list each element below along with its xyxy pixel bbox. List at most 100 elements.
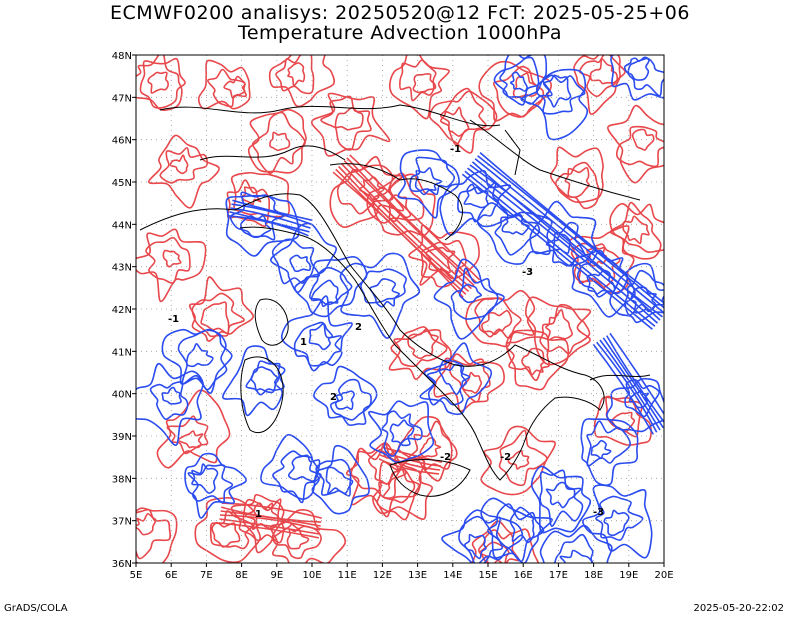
positive-contour (209, 510, 254, 550)
x-tick-label: 17E (549, 570, 568, 581)
negative-contour (433, 258, 505, 340)
coastline-and-borders (139, 104, 651, 497)
contour-label: 1 (255, 509, 262, 520)
positive-contour (162, 249, 182, 268)
positive-contour (505, 329, 551, 382)
positive-contour (226, 179, 271, 227)
negative-contour (582, 484, 653, 559)
positive-contour (586, 246, 608, 267)
y-tick-label: 42N (112, 305, 132, 316)
positive-contour (382, 468, 416, 504)
negative-contour (624, 269, 664, 316)
y-tick-label: 43N (112, 263, 132, 274)
coastline-segment (504, 129, 521, 176)
negative-contour (260, 433, 320, 501)
title-line-2: Temperature Advection 1000hPa (237, 22, 563, 44)
positive-contour (350, 442, 407, 499)
negative-contour (280, 295, 353, 367)
positive-contour (512, 72, 539, 99)
x-tick-label: 16E (514, 570, 533, 581)
negative-contour (240, 215, 272, 239)
negative-contour (461, 173, 653, 330)
negative-contour (222, 345, 286, 417)
positive-advection-contours (136, 55, 664, 563)
negative-contour (509, 71, 528, 92)
negative-contour (397, 149, 460, 219)
negative-contour (308, 322, 334, 351)
positive-contour (521, 347, 545, 376)
x-tick-label: 13E (408, 570, 427, 581)
positive-contour (389, 55, 450, 120)
y-axis-ticks: 36N 37N 38N 39N 40N 41N 42N 43N 44N 45N 46N 47N 48N (112, 51, 136, 570)
positive-contour (570, 242, 621, 289)
negative-contour (309, 266, 353, 306)
footer-credit: GrADS/COLA (4, 603, 68, 614)
x-axis-ticks: 5E 6E 7E 8E 9E 10E 11E 12E 13E 14E 15E 16E 17E 18E 19E… (130, 563, 674, 581)
x-tick-label: 18E (584, 570, 603, 581)
positive-contour (268, 55, 336, 108)
positive-contour (287, 62, 306, 87)
negative-contour (272, 450, 322, 504)
positive-contour (247, 108, 307, 174)
x-tick-label: 6E (165, 570, 178, 581)
negative-contour (161, 386, 182, 405)
negative-contour (539, 469, 584, 527)
negative-contour (586, 420, 631, 467)
contour-label: 2 (330, 392, 337, 403)
negative-contour (464, 170, 656, 327)
negative-contour (606, 335, 664, 424)
positive-contour (136, 228, 207, 303)
negative-contour (520, 68, 589, 141)
positive-contour (408, 224, 480, 286)
negative-contour (311, 444, 370, 515)
negative-contour (310, 279, 339, 308)
negative-contour (184, 452, 247, 519)
y-tick-label: 41N (112, 347, 132, 358)
coastline-segment (469, 119, 641, 201)
positive-contour (573, 55, 621, 115)
positive-contour (609, 202, 664, 254)
negative-contour (580, 418, 639, 486)
y-tick-label: 45N (112, 178, 132, 189)
positive-contour (136, 508, 172, 560)
negative-contour (624, 379, 660, 418)
coastline-segment (139, 193, 605, 481)
negative-contour (469, 164, 661, 321)
y-tick-label: 48N (112, 51, 132, 62)
negative-contour (474, 158, 664, 314)
negative-contour (368, 400, 435, 464)
negative-contour (450, 267, 499, 320)
x-tick-label: 5E (130, 570, 143, 581)
positive-contour (388, 329, 452, 380)
negative-contour (313, 365, 378, 421)
positive-contour (148, 134, 220, 209)
x-tick-label: 11E (338, 570, 357, 581)
positive-contour (194, 496, 262, 563)
positive-contour (188, 276, 254, 342)
positive-contour (607, 104, 664, 184)
positive-contour (139, 57, 186, 109)
positive-contour (219, 514, 321, 531)
y-tick-label: 37N (112, 517, 132, 528)
negative-contour (230, 207, 311, 229)
y-tick-label: 46N (112, 136, 132, 147)
positive-contour (507, 450, 530, 470)
contour-label: -2 (440, 452, 451, 463)
coastline-segment (329, 163, 463, 241)
positive-contour (609, 201, 662, 260)
negative-contour (161, 328, 233, 394)
positive-contour (136, 507, 178, 563)
positive-contour (346, 157, 478, 284)
positive-contour (425, 246, 456, 274)
negative-contour (136, 362, 204, 446)
positive-contour (159, 147, 208, 184)
footer-timestamp: 2025-05-20-22:02 (693, 603, 784, 614)
negative-contour (603, 509, 630, 537)
x-tick-label: 10E (302, 570, 321, 581)
negative-contour (228, 215, 309, 237)
negative-contour (458, 283, 482, 304)
positive-contour (378, 458, 440, 475)
negative-contour (499, 55, 540, 106)
positive-contour (320, 95, 372, 151)
